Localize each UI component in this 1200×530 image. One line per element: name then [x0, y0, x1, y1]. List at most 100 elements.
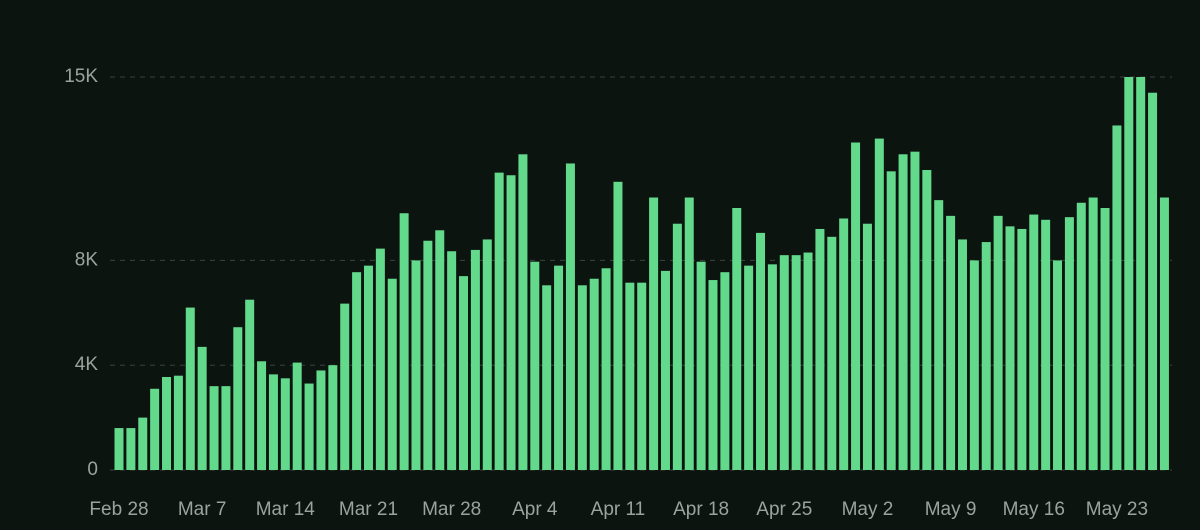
bar	[542, 285, 552, 470]
bar	[732, 208, 742, 470]
bar	[399, 213, 409, 471]
bar	[756, 232, 766, 470]
bar	[150, 388, 160, 470]
bar	[601, 268, 611, 470]
bar	[411, 260, 421, 470]
bar	[898, 154, 908, 471]
x-tick-label: Feb 28	[89, 499, 148, 520]
bar	[886, 171, 896, 470]
bar	[839, 218, 849, 470]
bar	[1029, 214, 1039, 470]
bar	[114, 428, 124, 470]
bar	[494, 172, 504, 470]
bar	[862, 223, 872, 470]
bar	[684, 197, 694, 470]
bar	[554, 265, 564, 470]
bar	[197, 346, 207, 470]
bar	[815, 228, 825, 470]
bar	[767, 264, 777, 470]
bar	[340, 303, 350, 470]
bar	[981, 242, 991, 470]
x-tick-label: May 23	[1086, 499, 1148, 520]
bar	[173, 375, 183, 470]
x-tick-label: May 2	[842, 499, 894, 520]
bar	[470, 249, 480, 470]
x-tick-label: Mar 7	[178, 499, 227, 520]
bar	[744, 265, 754, 470]
bar	[268, 374, 278, 470]
x-tick-label: Apr 4	[512, 499, 558, 520]
bar	[625, 282, 635, 470]
bar	[363, 265, 373, 470]
bar	[1136, 77, 1146, 470]
x-tick-label: Mar 28	[422, 499, 481, 520]
bar	[851, 142, 861, 470]
bar	[257, 361, 267, 470]
bar	[649, 197, 659, 470]
bar	[910, 151, 920, 471]
bar	[1124, 77, 1134, 470]
bar	[221, 386, 231, 470]
bar	[1088, 197, 1098, 470]
bar	[791, 255, 801, 470]
bar	[637, 282, 647, 470]
y-tick-label: 8K	[75, 249, 99, 270]
bar	[565, 163, 575, 470]
bar	[720, 272, 730, 470]
bar	[162, 376, 172, 470]
x-tick-label: Apr 11	[591, 499, 646, 520]
bar	[304, 383, 314, 470]
bar	[459, 276, 469, 470]
bar	[613, 181, 623, 471]
y-tick-label: 0	[87, 459, 98, 480]
x-tick-label: Apr 25	[756, 499, 812, 520]
bar	[328, 365, 338, 470]
y-tick-label: 15K	[64, 66, 98, 87]
bar	[1005, 226, 1015, 470]
bar	[233, 327, 243, 470]
bar	[993, 215, 1003, 470]
bar	[387, 278, 397, 470]
bar	[375, 248, 385, 470]
bar	[672, 223, 682, 470]
bar	[530, 261, 540, 470]
bar	[1112, 125, 1122, 470]
bar	[280, 378, 290, 470]
bar	[138, 417, 148, 470]
bar	[934, 200, 944, 470]
bar	[352, 272, 362, 470]
bar	[1017, 228, 1027, 470]
bar	[423, 240, 433, 470]
bar	[447, 251, 457, 470]
bar	[708, 280, 718, 470]
bar	[316, 370, 326, 470]
bar	[1159, 197, 1169, 470]
bar	[874, 138, 884, 470]
bar	[506, 175, 516, 470]
bar	[1100, 208, 1110, 470]
x-tick-label: Mar 21	[339, 499, 398, 520]
bar	[245, 299, 255, 470]
bar	[827, 236, 837, 470]
bar	[1064, 217, 1074, 470]
bar	[435, 230, 445, 470]
bar	[969, 260, 979, 470]
x-tick-label: May 9	[925, 499, 977, 520]
x-tick-label: Mar 14	[256, 499, 316, 520]
bar	[577, 285, 587, 470]
bar	[589, 278, 599, 470]
x-tick-label: Apr 18	[673, 499, 729, 520]
bar	[1148, 92, 1158, 470]
bar	[946, 215, 956, 470]
bar	[922, 170, 932, 470]
bar	[518, 154, 528, 471]
x-tick-label: May 16	[1003, 499, 1065, 520]
bar	[696, 261, 706, 470]
bar	[482, 239, 492, 470]
y-tick-label: 4K	[75, 354, 99, 375]
bar	[1053, 260, 1063, 470]
bar	[779, 255, 789, 470]
bar	[957, 239, 967, 470]
bar	[292, 362, 302, 470]
